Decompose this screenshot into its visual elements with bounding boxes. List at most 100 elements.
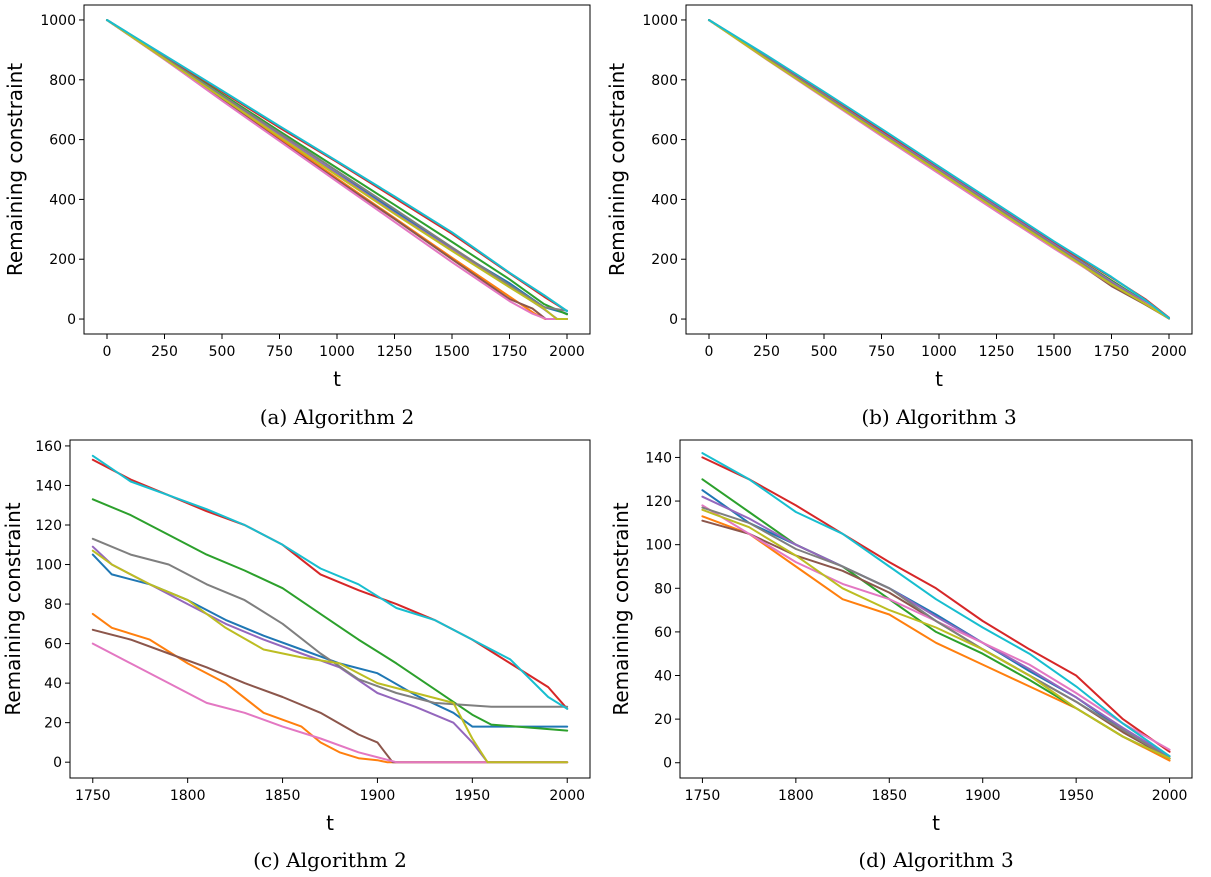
y-axis-label: Remaining constraint [605,63,629,276]
y-tick-label: 120 [35,518,62,534]
x-tick-label: 1950 [455,788,491,804]
x-axis-label: t [932,811,940,835]
subfigure-caption: (a) Algorithm 2 [260,405,415,429]
x-tick-label: 500 [811,344,838,360]
x-tick-label: 2000 [549,788,585,804]
y-axis-label: Remaining constraint [3,63,27,276]
y-tick-label: 60 [654,625,672,641]
y-tick-label: 400 [49,192,76,208]
x-tick-label: 1850 [871,788,907,804]
series-line [91,498,569,732]
series-line [91,537,569,708]
x-tick-label: 1950 [1058,788,1094,804]
x-tick-label: 1800 [778,788,814,804]
subfigure-caption: (c) Algorithm 2 [253,848,407,872]
y-tick-label: 100 [645,538,672,554]
x-axis-label: t [326,811,334,835]
y-tick-label: 20 [44,716,62,732]
x-tick-label: 1750 [1094,344,1130,360]
chart-panel: 0 250 500 750 1000 1250 1500 1750 2000 0 200 400 600… [605,4,1193,429]
x-tick-label: 2000 [549,344,585,360]
y-tick-label: 100 [35,558,62,574]
x-tick-label: 0 [705,344,714,360]
x-tick-label: 1850 [265,788,301,804]
y-tick-label: 0 [67,312,76,328]
series-line [701,489,1171,760]
y-tick-label: 1000 [40,13,76,29]
subfigure-caption: (d) Algorithm 3 [858,848,1013,872]
x-tick-label: 1900 [360,788,396,804]
x-tick-label: 750 [266,344,293,360]
subfigure-caption: (b) Algorithm 3 [861,405,1016,429]
x-tick-label: 1900 [965,788,1001,804]
series-line [106,19,568,312]
y-tick-label: 80 [44,597,62,613]
y-tick-label: 600 [651,133,678,149]
x-tick-label: 250 [151,344,178,360]
chart-panel: 0 250 500 750 1000 1250 1500 1750 2000 0 200 400 600… [3,4,591,429]
x-tick-label: 1250 [377,344,413,360]
series-line [701,515,1171,762]
y-tick-label: 120 [645,494,672,510]
x-tick-label: 750 [868,344,895,360]
series-line [106,19,568,320]
y-tick-label: 600 [49,133,76,149]
y-axis-label: Remaining constraint [1,502,25,715]
y-tick-label: 140 [35,478,62,494]
y-tick-label: 1000 [642,13,678,29]
x-tick-label: 1800 [170,788,206,804]
x-tick-label: 1000 [319,344,355,360]
x-tick-label: 2000 [1152,788,1188,804]
plot-frame [679,439,1193,779]
series-line [701,452,1171,758]
chart-panel: 1750 1800 1850 1900 1950 2000 0 20 40 60 80 100 120 1… [1,439,591,872]
x-tick-label: 250 [753,344,780,360]
y-tick-label: 0 [663,756,672,772]
y-tick-label: 400 [651,192,678,208]
x-tick-label: 1250 [979,344,1015,360]
x-tick-label: 1750 [492,344,528,360]
plot-frame [69,439,591,779]
y-tick-label: 800 [49,73,76,89]
x-tick-label: 0 [103,344,112,360]
y-tick-label: 40 [654,669,672,685]
series-line [91,628,569,764]
x-tick-label: 1500 [434,344,470,360]
x-axis-label: t [333,367,341,391]
y-tick-label: 60 [44,637,62,653]
series-line [91,549,569,764]
x-tick-label: 1750 [75,788,111,804]
series-line [708,19,1170,320]
series-line [106,19,568,312]
y-tick-label: 800 [651,73,678,89]
y-tick-label: 0 [53,755,62,771]
series-line [91,612,569,764]
x-tick-label: 1500 [1036,344,1072,360]
series-line [91,553,569,728]
x-tick-label: 1750 [685,788,721,804]
y-tick-label: 40 [44,676,62,692]
series-line [91,642,569,764]
y-tick-label: 20 [654,712,672,728]
y-tick-label: 200 [49,252,76,268]
x-tick-label: 2000 [1151,344,1187,360]
x-axis-label: t [935,367,943,391]
chart-panel: 1750 1800 1850 1900 1950 2000 0 20 40 60 80 100 120 1… [609,439,1193,872]
series-line [701,456,1171,753]
y-tick-label: 160 [35,439,62,455]
x-tick-label: 1000 [921,344,957,360]
y-tick-label: 80 [654,581,672,597]
y-tick-label: 140 [645,450,672,466]
series-line [91,458,569,710]
series-line [701,506,1171,760]
series-line [106,19,568,316]
series-line [91,454,569,710]
y-tick-label: 0 [669,312,678,328]
y-tick-label: 200 [651,252,678,268]
series-line [701,508,1171,760]
series-line [106,19,568,320]
series-line [701,495,1171,758]
series-line [708,19,1170,320]
series-line [106,19,568,312]
